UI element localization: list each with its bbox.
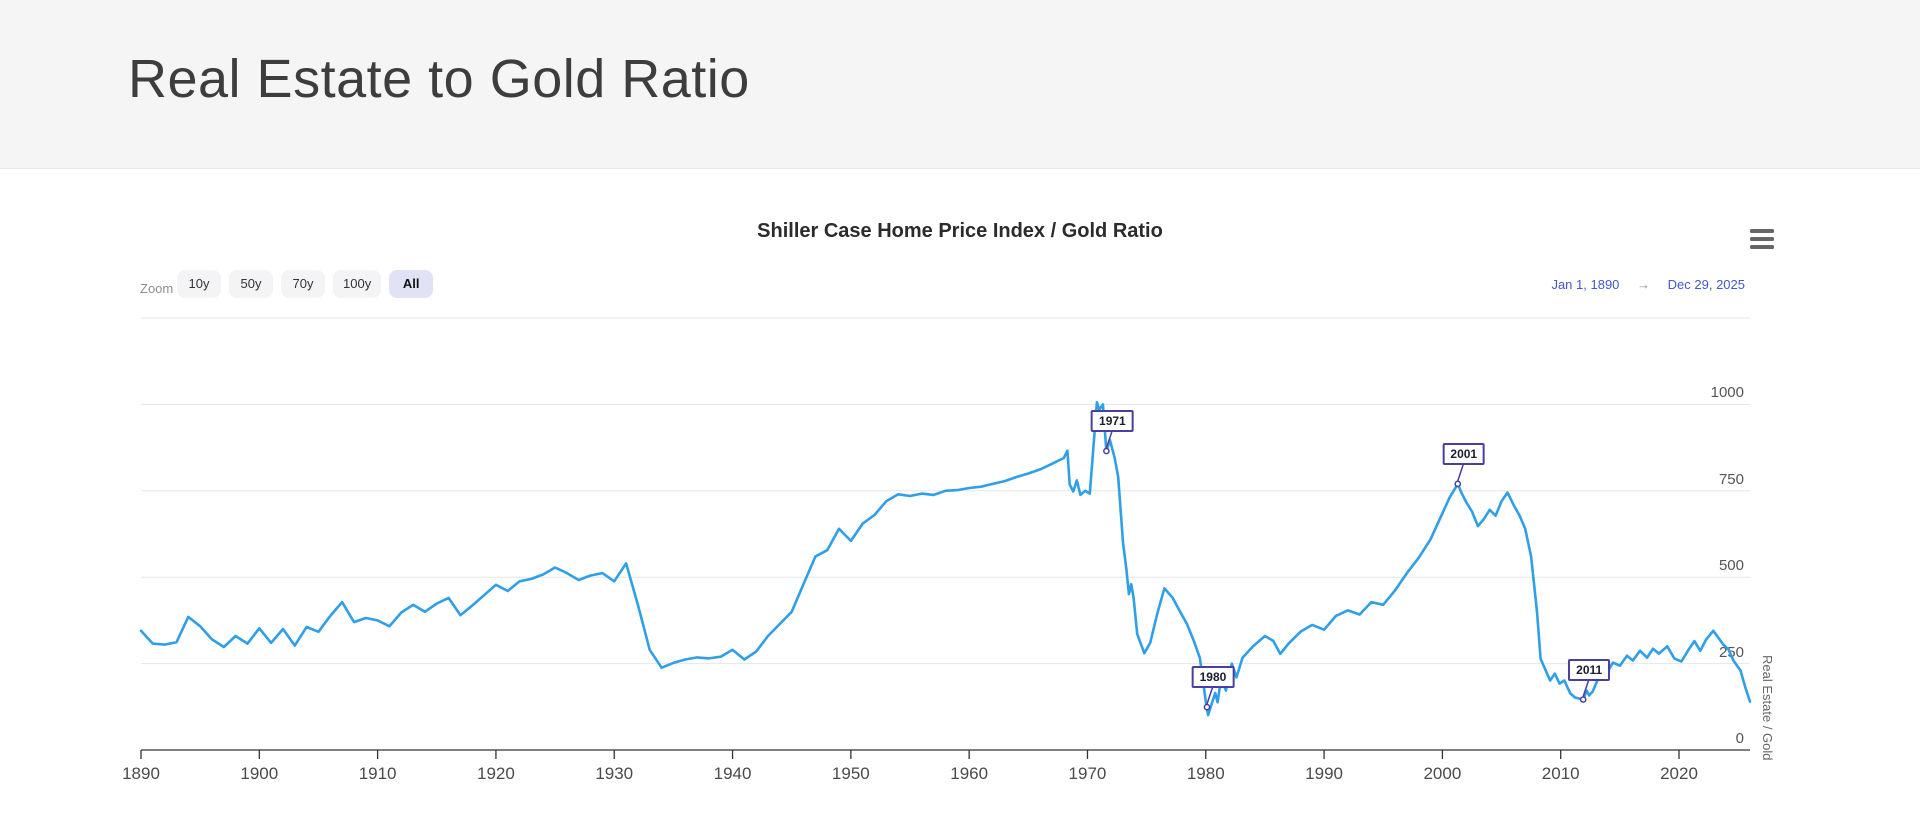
range-to-date[interactable]: Dec 29, 2025 bbox=[1667, 277, 1745, 292]
hamburger-bar bbox=[1750, 237, 1774, 241]
y-axis-label: 1000 bbox=[1710, 384, 1744, 402]
x-axis-label: 1930 bbox=[595, 764, 634, 783]
zoom-button-70y[interactable]: 70y bbox=[281, 270, 325, 298]
annotation-1971: 1971 bbox=[1091, 410, 1134, 433]
y-axis-label: 500 bbox=[1718, 557, 1744, 575]
zoom-button-50y[interactable]: 50y bbox=[229, 270, 273, 298]
page-title: Real Estate to Gold Ratio bbox=[128, 49, 750, 109]
zoom-button-all[interactable]: All bbox=[389, 270, 434, 298]
x-axis-label: 1940 bbox=[713, 764, 752, 783]
x-axis-label: 2000 bbox=[1423, 764, 1462, 783]
x-axis-label: 1910 bbox=[358, 764, 397, 783]
annotation-2011: 2011 bbox=[1568, 658, 1611, 681]
y-axis-label: 0 bbox=[1735, 730, 1744, 747]
zoom-button-100y[interactable]: 100y bbox=[333, 270, 382, 298]
x-axis-label: 1980 bbox=[1186, 764, 1225, 783]
x-axis-label: 1960 bbox=[950, 764, 989, 783]
zoom-label: Zoom bbox=[140, 281, 174, 296]
x-axis-label: 1890 bbox=[122, 764, 160, 783]
annotation-2001: 2001 bbox=[1442, 442, 1486, 465]
x-axis-label: 1990 bbox=[1305, 764, 1343, 783]
zoom-button-10y[interactable]: 10y bbox=[177, 270, 221, 298]
hamburger-menu-icon[interactable] bbox=[1748, 226, 1778, 252]
x-axis-label: 1950 bbox=[831, 764, 870, 783]
x-axis-label: 1970 bbox=[1068, 764, 1107, 783]
zoom-button-group: 10y 50y 70y 100y All bbox=[177, 270, 434, 298]
x-axis-label: 2010 bbox=[1541, 764, 1580, 783]
x-axis-label: 1920 bbox=[477, 764, 515, 783]
x-axis-label: 2020 bbox=[1660, 764, 1698, 783]
chart-title: Shiller Case Home Price Index / Gold Rat… bbox=[757, 220, 1163, 242]
y-axis-title: Real Estate / Gold bbox=[1760, 655, 1775, 761]
y-axis-label: 250 bbox=[1718, 643, 1744, 661]
hamburger-bar bbox=[1750, 229, 1774, 233]
annotation-1980: 1980 bbox=[1191, 666, 1235, 689]
x-axis-label: 1900 bbox=[240, 764, 279, 783]
range-arrow-icon: → bbox=[1637, 277, 1651, 292]
hamburger-bar bbox=[1750, 245, 1774, 249]
page-header: Real Estate to Gold Ratio bbox=[0, 0, 1920, 169]
range-from-date[interactable]: Jan 1, 1890 bbox=[1551, 277, 1620, 292]
date-range: Jan 1, 1890 → Dec 29, 2025 bbox=[1551, 275, 1745, 295]
y-axis-label: 750 bbox=[1718, 470, 1744, 488]
chart-container: Shiller Case Home Price Index / Gold Rat… bbox=[0, 170, 1920, 813]
